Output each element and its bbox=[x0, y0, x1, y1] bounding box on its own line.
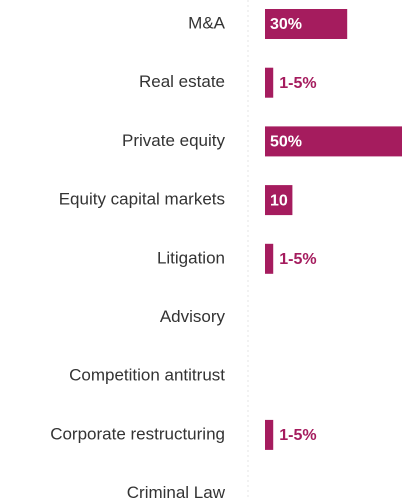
bar bbox=[265, 126, 402, 157]
category-label: Private equity bbox=[122, 131, 225, 150]
bar bbox=[265, 243, 274, 274]
value-label: 50% bbox=[270, 134, 302, 151]
bar bbox=[265, 67, 274, 98]
value-label: 1-5% bbox=[279, 75, 316, 92]
category-label: M&A bbox=[188, 13, 226, 32]
category-label: Criminal Law bbox=[127, 483, 226, 500]
bar bbox=[265, 419, 274, 450]
value-label: 1-5% bbox=[279, 251, 316, 268]
value-label: 1-5% bbox=[279, 427, 316, 444]
category-label: Litigation bbox=[157, 248, 225, 267]
category-label: Equity capital markets bbox=[59, 190, 225, 209]
value-label: 30% bbox=[270, 16, 302, 33]
category-label: Advisory bbox=[160, 307, 226, 326]
bar bbox=[265, 185, 293, 216]
value-label: 10 bbox=[270, 192, 288, 209]
category-label: Corporate restructuring bbox=[50, 424, 225, 443]
bar bbox=[265, 9, 348, 39]
category-label: Real estate bbox=[139, 72, 225, 91]
category-label: Competition antitrust bbox=[69, 366, 225, 385]
